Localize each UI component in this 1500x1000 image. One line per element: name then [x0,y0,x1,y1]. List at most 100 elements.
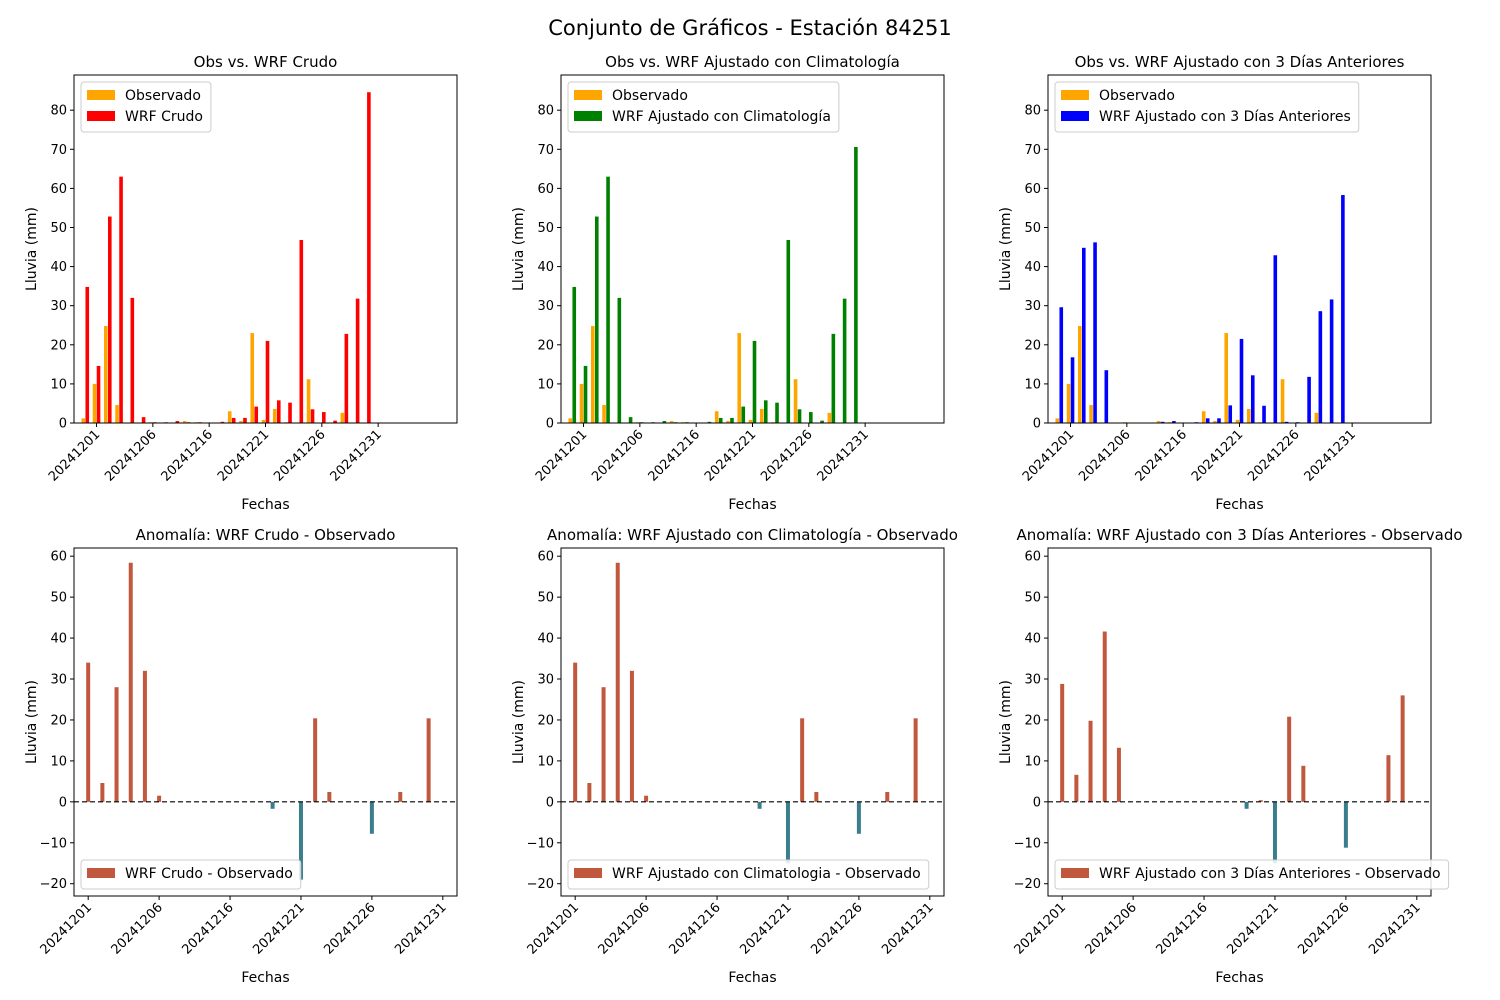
anomaly-bar-positive [615,562,620,802]
legend-label: Observado [1099,88,1175,104]
bar-observado [239,421,243,423]
y-tick-label: 60 [537,182,554,197]
y-tick-label: 30 [50,673,67,688]
bar-wrf [1093,242,1097,423]
bar-wrf [119,176,123,423]
legend-label: Observado [125,88,201,104]
bar-wrf [1307,376,1311,423]
bar-observado [103,326,108,423]
anomaly-bar-positive [1116,747,1121,802]
legend-label: WRF Ajustado con 3 Días Anteriores - Obs… [1099,866,1441,882]
x-tick-label: 20241206 [589,427,646,484]
bar-wrf [1228,405,1233,423]
bar-wrf [243,417,247,423]
x-axis-label: Fechas [1215,970,1263,986]
y-tick-label: 10 [1024,377,1041,392]
bar-observado [81,418,86,423]
y-tick-label: −20 [527,877,554,892]
y-axis-label: Lluvia (mm) [24,680,40,764]
bar-observado [250,333,255,423]
bar-wrf [763,400,768,423]
bar-observado [340,412,345,423]
y-tick-label: 50 [50,221,67,236]
y-tick-label: 0 [1033,795,1041,810]
anomaly-bar-negative [270,801,275,809]
bar-wrf [333,420,337,423]
x-axis-label: Fechas [728,970,776,986]
y-tick-label: 20 [50,713,67,728]
bar-observado [590,326,595,423]
bar-wrf [820,420,824,423]
anomaly-bar-positive [398,792,403,802]
legend: WRF Crudo - Observado [80,859,302,890]
x-tick-label: 20241201 [38,900,95,957]
bar-wrf [1059,307,1064,423]
anomaly-bar-positive [1301,765,1306,802]
y-tick-label: −10 [1014,836,1041,851]
legend-swatch [87,90,115,100]
bar-wrf [1250,375,1255,423]
bar-observado [602,405,606,423]
bar-observado [1077,326,1082,423]
x-tick-label: 20241221 [215,427,272,484]
x-tick-label: 20241221 [1189,427,1246,484]
bar-wrf [367,92,371,423]
y-tick-label: 10 [537,754,554,769]
anomaly-bar-positive [327,792,332,802]
bar-wrf [355,298,360,423]
x-axis-label: Fechas [728,497,776,513]
y-tick-label: −10 [40,836,67,851]
y-tick-label: 80 [1024,104,1041,119]
x-tick-label: 20241201 [46,427,103,484]
bar-wrf [130,297,135,423]
bar-observado [793,379,798,423]
bar-wrf [1104,370,1109,423]
chart-panel-3: Obs vs. WRF Ajustado con 3 Días Anterior… [998,53,1432,513]
bar-wrf [254,406,259,423]
anomaly-bar-positive [426,718,431,802]
y-tick-label: 60 [537,550,554,565]
y-tick-label: 50 [537,221,554,236]
y-tick-label: 30 [1024,299,1041,314]
x-tick-label: 20241216 [1153,900,1210,957]
bar-wrf [809,412,813,423]
legend-box [1054,81,1360,133]
bar-wrf [85,286,90,423]
legend-box [567,859,930,890]
x-tick-label: 20241216 [159,427,216,484]
bar-wrf [842,298,847,423]
y-tick-label: 0 [546,417,554,432]
anomaly-bar-positive [86,662,91,802]
y-axis-label: Lluvia (mm) [998,207,1014,291]
anomaly-bar-positive [601,687,606,802]
legend-swatch [574,90,602,100]
y-tick-label: −20 [1014,877,1041,892]
bar-observado [1213,421,1217,423]
x-axis-label: Fechas [241,970,289,986]
x-tick-label: 20241231 [1302,427,1359,484]
y-tick-label: 40 [1024,260,1041,275]
y-tick-label: 0 [1033,417,1041,432]
y-tick-label: 40 [50,260,67,275]
y-tick-label: 20 [1024,338,1041,353]
bar-wrf [1070,357,1075,423]
y-tick-label: −20 [40,877,67,892]
x-tick-label: 20241231 [328,427,385,484]
legend-swatch [87,868,115,878]
legend: WRF Ajustado con 3 Días Anteriores - Obs… [1054,859,1450,890]
legend-swatch [87,111,115,121]
y-tick-label: 20 [537,713,554,728]
anomaly-bar-positive [573,662,578,802]
y-tick-label: 50 [1024,591,1041,606]
bar-wrf [775,402,779,423]
bar-wrf [1172,421,1176,423]
chart-panel-5: Anomalía: WRF Ajustado con Climatología … [511,526,958,986]
legend-swatch [1061,90,1089,100]
bar-wrf [854,146,858,424]
axes-frame [73,547,458,897]
anomaly-bar-positive [913,718,918,802]
legend: WRF Ajustado con Climatologia - Observad… [567,859,930,890]
bar-observado [1314,412,1319,423]
bar-observado [1235,419,1240,423]
x-tick-label: 20241231 [392,900,449,957]
